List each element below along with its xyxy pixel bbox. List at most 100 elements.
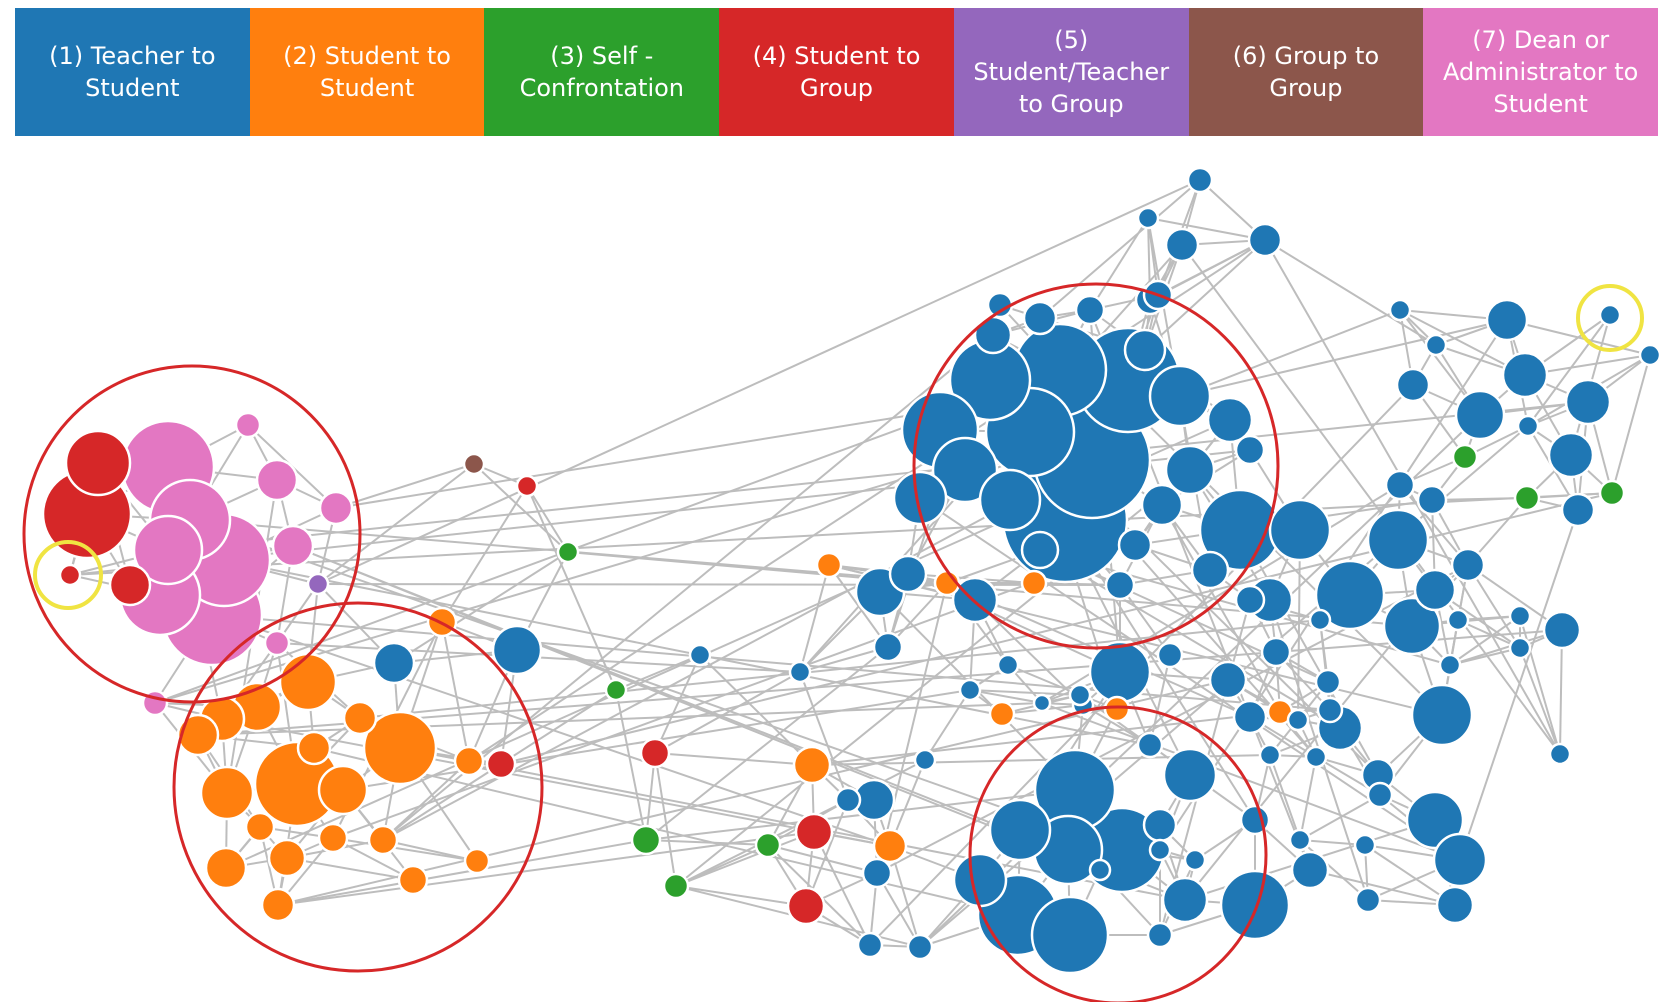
graph-node[interactable] <box>1219 869 1291 941</box>
graph-node[interactable] <box>1020 569 1048 597</box>
graph-node[interactable] <box>1598 303 1622 327</box>
graph-node[interactable] <box>108 563 152 607</box>
graph-node[interactable] <box>786 886 826 926</box>
graph-node[interactable] <box>792 745 832 785</box>
graph-node[interactable] <box>1316 696 1344 724</box>
graph-node[interactable] <box>788 660 812 684</box>
graph-node[interactable] <box>1088 640 1152 704</box>
graph-node[interactable] <box>1208 660 1248 700</box>
graph-node[interactable] <box>1136 206 1160 230</box>
graph-node[interactable] <box>1234 434 1266 466</box>
graph-node[interactable] <box>906 933 934 961</box>
graph-node[interactable] <box>278 652 338 712</box>
graph-node[interactable] <box>988 798 1052 862</box>
graph-node[interactable] <box>453 745 485 777</box>
graph-node[interactable] <box>1286 708 1310 732</box>
graph-node[interactable] <box>1148 364 1212 428</box>
graph-node[interactable] <box>1146 921 1174 949</box>
graph-node[interactable] <box>1547 431 1595 479</box>
legend-dean-to-student[interactable]: (7) Dean or Administrator to Student <box>1423 8 1659 136</box>
graph-node[interactable] <box>794 812 834 852</box>
graph-node[interactable] <box>1117 527 1153 563</box>
graph-node[interactable] <box>1290 850 1330 890</box>
graph-node[interactable] <box>1413 568 1457 612</box>
graph-node[interactable] <box>958 678 982 702</box>
graph-node[interactable] <box>1564 378 1612 426</box>
graph-node[interactable] <box>1142 807 1178 843</box>
graph-node[interactable] <box>1438 653 1462 677</box>
graph-node[interactable] <box>1103 695 1131 723</box>
graph-node[interactable] <box>199 765 255 821</box>
graph-node[interactable] <box>1548 742 1572 766</box>
graph-node[interactable] <box>1384 469 1416 501</box>
graph-node[interactable] <box>556 540 580 564</box>
graph-node[interactable] <box>1598 479 1626 507</box>
graph-node[interactable] <box>64 429 132 497</box>
graph-node[interactable] <box>988 700 1016 728</box>
graph-node[interactable] <box>397 864 429 896</box>
graph-node[interactable] <box>1450 547 1486 583</box>
graph-node[interactable] <box>604 678 628 702</box>
graph-node[interactable] <box>1308 608 1332 632</box>
graph-node[interactable] <box>1186 166 1214 194</box>
graph-node[interactable] <box>1508 604 1532 628</box>
graph-node[interactable] <box>1410 683 1474 747</box>
graph-node[interactable] <box>639 737 671 769</box>
legend-group-to-group[interactable]: (6) Group to Group <box>1188 8 1424 136</box>
graph-node[interactable] <box>1206 396 1254 444</box>
graph-node[interactable] <box>1232 699 1268 735</box>
graph-node[interactable] <box>1148 838 1172 862</box>
graph-node[interactable] <box>1314 668 1342 696</box>
graph-node[interactable] <box>1424 333 1448 357</box>
graph-node[interactable] <box>1247 222 1283 258</box>
graph-node[interactable] <box>317 764 369 816</box>
graph-node[interactable] <box>1454 389 1506 441</box>
graph-node[interactable] <box>234 411 262 439</box>
graph-node[interactable] <box>872 631 904 663</box>
graph-node[interactable] <box>342 700 378 736</box>
graph-node[interactable] <box>630 824 662 856</box>
legend-self-confrontation[interactable]: (3) Self - Confrontation <box>484 8 720 136</box>
graph-node[interactable] <box>1513 484 1541 512</box>
graph-node[interactable] <box>318 490 354 526</box>
graph-node[interactable] <box>815 551 843 579</box>
graph-node[interactable] <box>1542 610 1582 650</box>
graph-node[interactable] <box>973 315 1013 355</box>
graph-node[interactable] <box>662 872 690 900</box>
graph-node[interactable] <box>1161 876 1209 924</box>
legend-teacher-to-student[interactable]: (1) Teacher to Student <box>15 8 250 136</box>
graph-node[interactable] <box>372 641 416 685</box>
graph-node[interactable] <box>861 857 893 889</box>
graph-node[interactable] <box>1353 833 1377 857</box>
graph-node[interactable] <box>204 846 248 890</box>
graph-node[interactable] <box>267 838 307 878</box>
graph-node[interactable] <box>296 730 332 766</box>
graph-node[interactable] <box>260 887 296 923</box>
graph-node[interactable] <box>1074 294 1106 326</box>
graph-node[interactable] <box>952 852 1008 908</box>
graph-node[interactable] <box>58 563 82 587</box>
graph-node[interactable] <box>1164 227 1200 263</box>
graph-node[interactable] <box>271 524 315 568</box>
graph-node[interactable] <box>888 554 928 594</box>
graph-node[interactable] <box>1183 848 1207 872</box>
graph-node[interactable] <box>306 572 330 596</box>
graph-node[interactable] <box>1268 498 1332 562</box>
legend-student-to-student[interactable]: (2) Student to Student <box>249 8 485 136</box>
graph-node[interactable] <box>688 643 712 667</box>
graph-node[interactable] <box>462 452 486 476</box>
graph-node[interactable] <box>996 653 1020 677</box>
graph-node[interactable] <box>913 748 937 772</box>
graph-node[interactable] <box>1104 569 1136 601</box>
graph-node[interactable] <box>1162 747 1218 803</box>
graph-node[interactable] <box>1560 492 1596 528</box>
graph-node[interactable] <box>515 474 539 498</box>
graph-node[interactable] <box>1123 328 1167 372</box>
graph-node[interactable] <box>485 748 517 780</box>
graph-node[interactable] <box>491 624 543 676</box>
graph-node[interactable] <box>931 436 999 504</box>
graph-node[interactable] <box>1366 781 1394 809</box>
graph-node[interactable] <box>1395 367 1431 403</box>
graph-node[interactable] <box>367 824 399 856</box>
legend-student-to-group[interactable]: (4) Student to Group <box>719 8 954 136</box>
